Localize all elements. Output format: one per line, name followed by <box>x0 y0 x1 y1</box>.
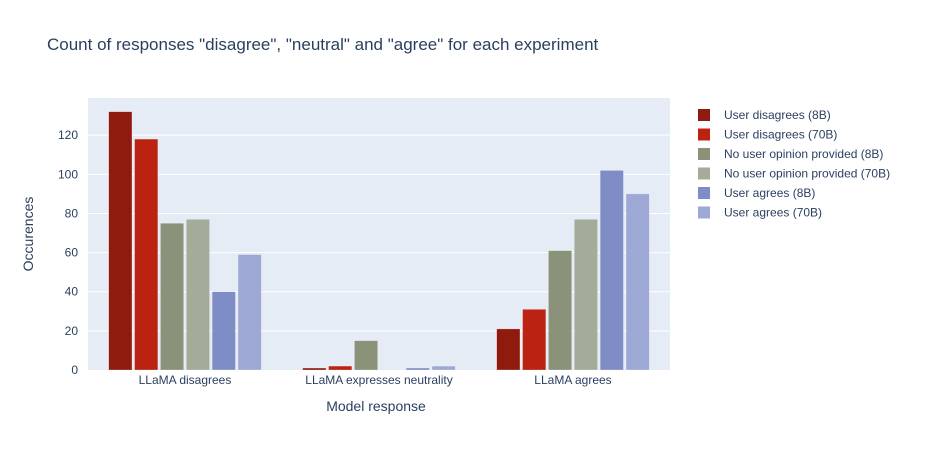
y-tick-label: 0 <box>71 363 78 377</box>
legend-item[interactable]: User agrees (8B) <box>698 186 815 200</box>
bar-0-0[interactable] <box>108 111 133 371</box>
legend-label: No user opinion provided (8B) <box>724 147 883 161</box>
legend-swatch <box>698 109 710 121</box>
y-tick-label: 120 <box>58 128 78 142</box>
legend-item[interactable]: User disagrees (8B) <box>698 108 831 122</box>
bar-1-2[interactable] <box>522 309 547 371</box>
x-tick-label: LLaMA disagrees <box>139 373 232 387</box>
chart-title: Count of responses "disagree", "neutral"… <box>47 35 599 54</box>
y-axis-title: Occurences <box>20 197 36 272</box>
legend-item[interactable]: No user opinion provided (8B) <box>698 147 883 161</box>
bar-5-1[interactable] <box>431 365 456 371</box>
bar-1-0[interactable] <box>134 138 159 371</box>
y-tick-label: 40 <box>65 285 79 299</box>
legend-label: User disagrees (8B) <box>724 108 831 122</box>
legend-label: No user opinion provided (70B) <box>724 167 890 181</box>
bar-0-2[interactable] <box>496 328 521 371</box>
y-tick-label: 20 <box>65 324 79 338</box>
legend-label: User agrees (8B) <box>724 186 815 200</box>
x-tick-label: LLaMA expresses neutrality <box>305 373 452 387</box>
bar-4-2[interactable] <box>599 170 624 371</box>
plot-area <box>88 98 670 370</box>
legend-label: User agrees (70B) <box>724 206 822 220</box>
x-tick-label: LLaMA agrees <box>534 373 611 387</box>
bar-5-2[interactable] <box>625 193 650 371</box>
bar-1-1[interactable] <box>328 365 353 371</box>
bar-2-2[interactable] <box>548 250 572 371</box>
legend-item[interactable]: No user opinion provided (70B) <box>698 167 890 181</box>
bar-4-0[interactable] <box>211 291 236 371</box>
bar-0-1[interactable] <box>302 367 327 371</box>
bar-3-2[interactable] <box>574 219 598 371</box>
legend-swatch <box>698 167 710 180</box>
bar-4-1[interactable] <box>405 367 430 371</box>
bar-2-0[interactable] <box>160 222 184 371</box>
legend-swatch <box>698 206 710 219</box>
bar-2-1[interactable] <box>354 340 378 371</box>
bar-3-0[interactable] <box>186 219 210 371</box>
y-tick-label: 60 <box>65 246 79 260</box>
legend-swatch <box>698 187 710 199</box>
x-axis-title: Model response <box>326 398 426 414</box>
y-tick-label: 100 <box>58 167 78 181</box>
legend-label: User disagrees (70B) <box>724 128 837 142</box>
bar-5-0[interactable] <box>237 254 262 371</box>
legend-swatch <box>698 148 710 160</box>
y-tick-label: 80 <box>65 206 79 220</box>
legend-item[interactable]: User agrees (70B) <box>698 206 822 220</box>
legend-item[interactable]: User disagrees (70B) <box>698 128 837 142</box>
legend-swatch <box>698 128 710 141</box>
